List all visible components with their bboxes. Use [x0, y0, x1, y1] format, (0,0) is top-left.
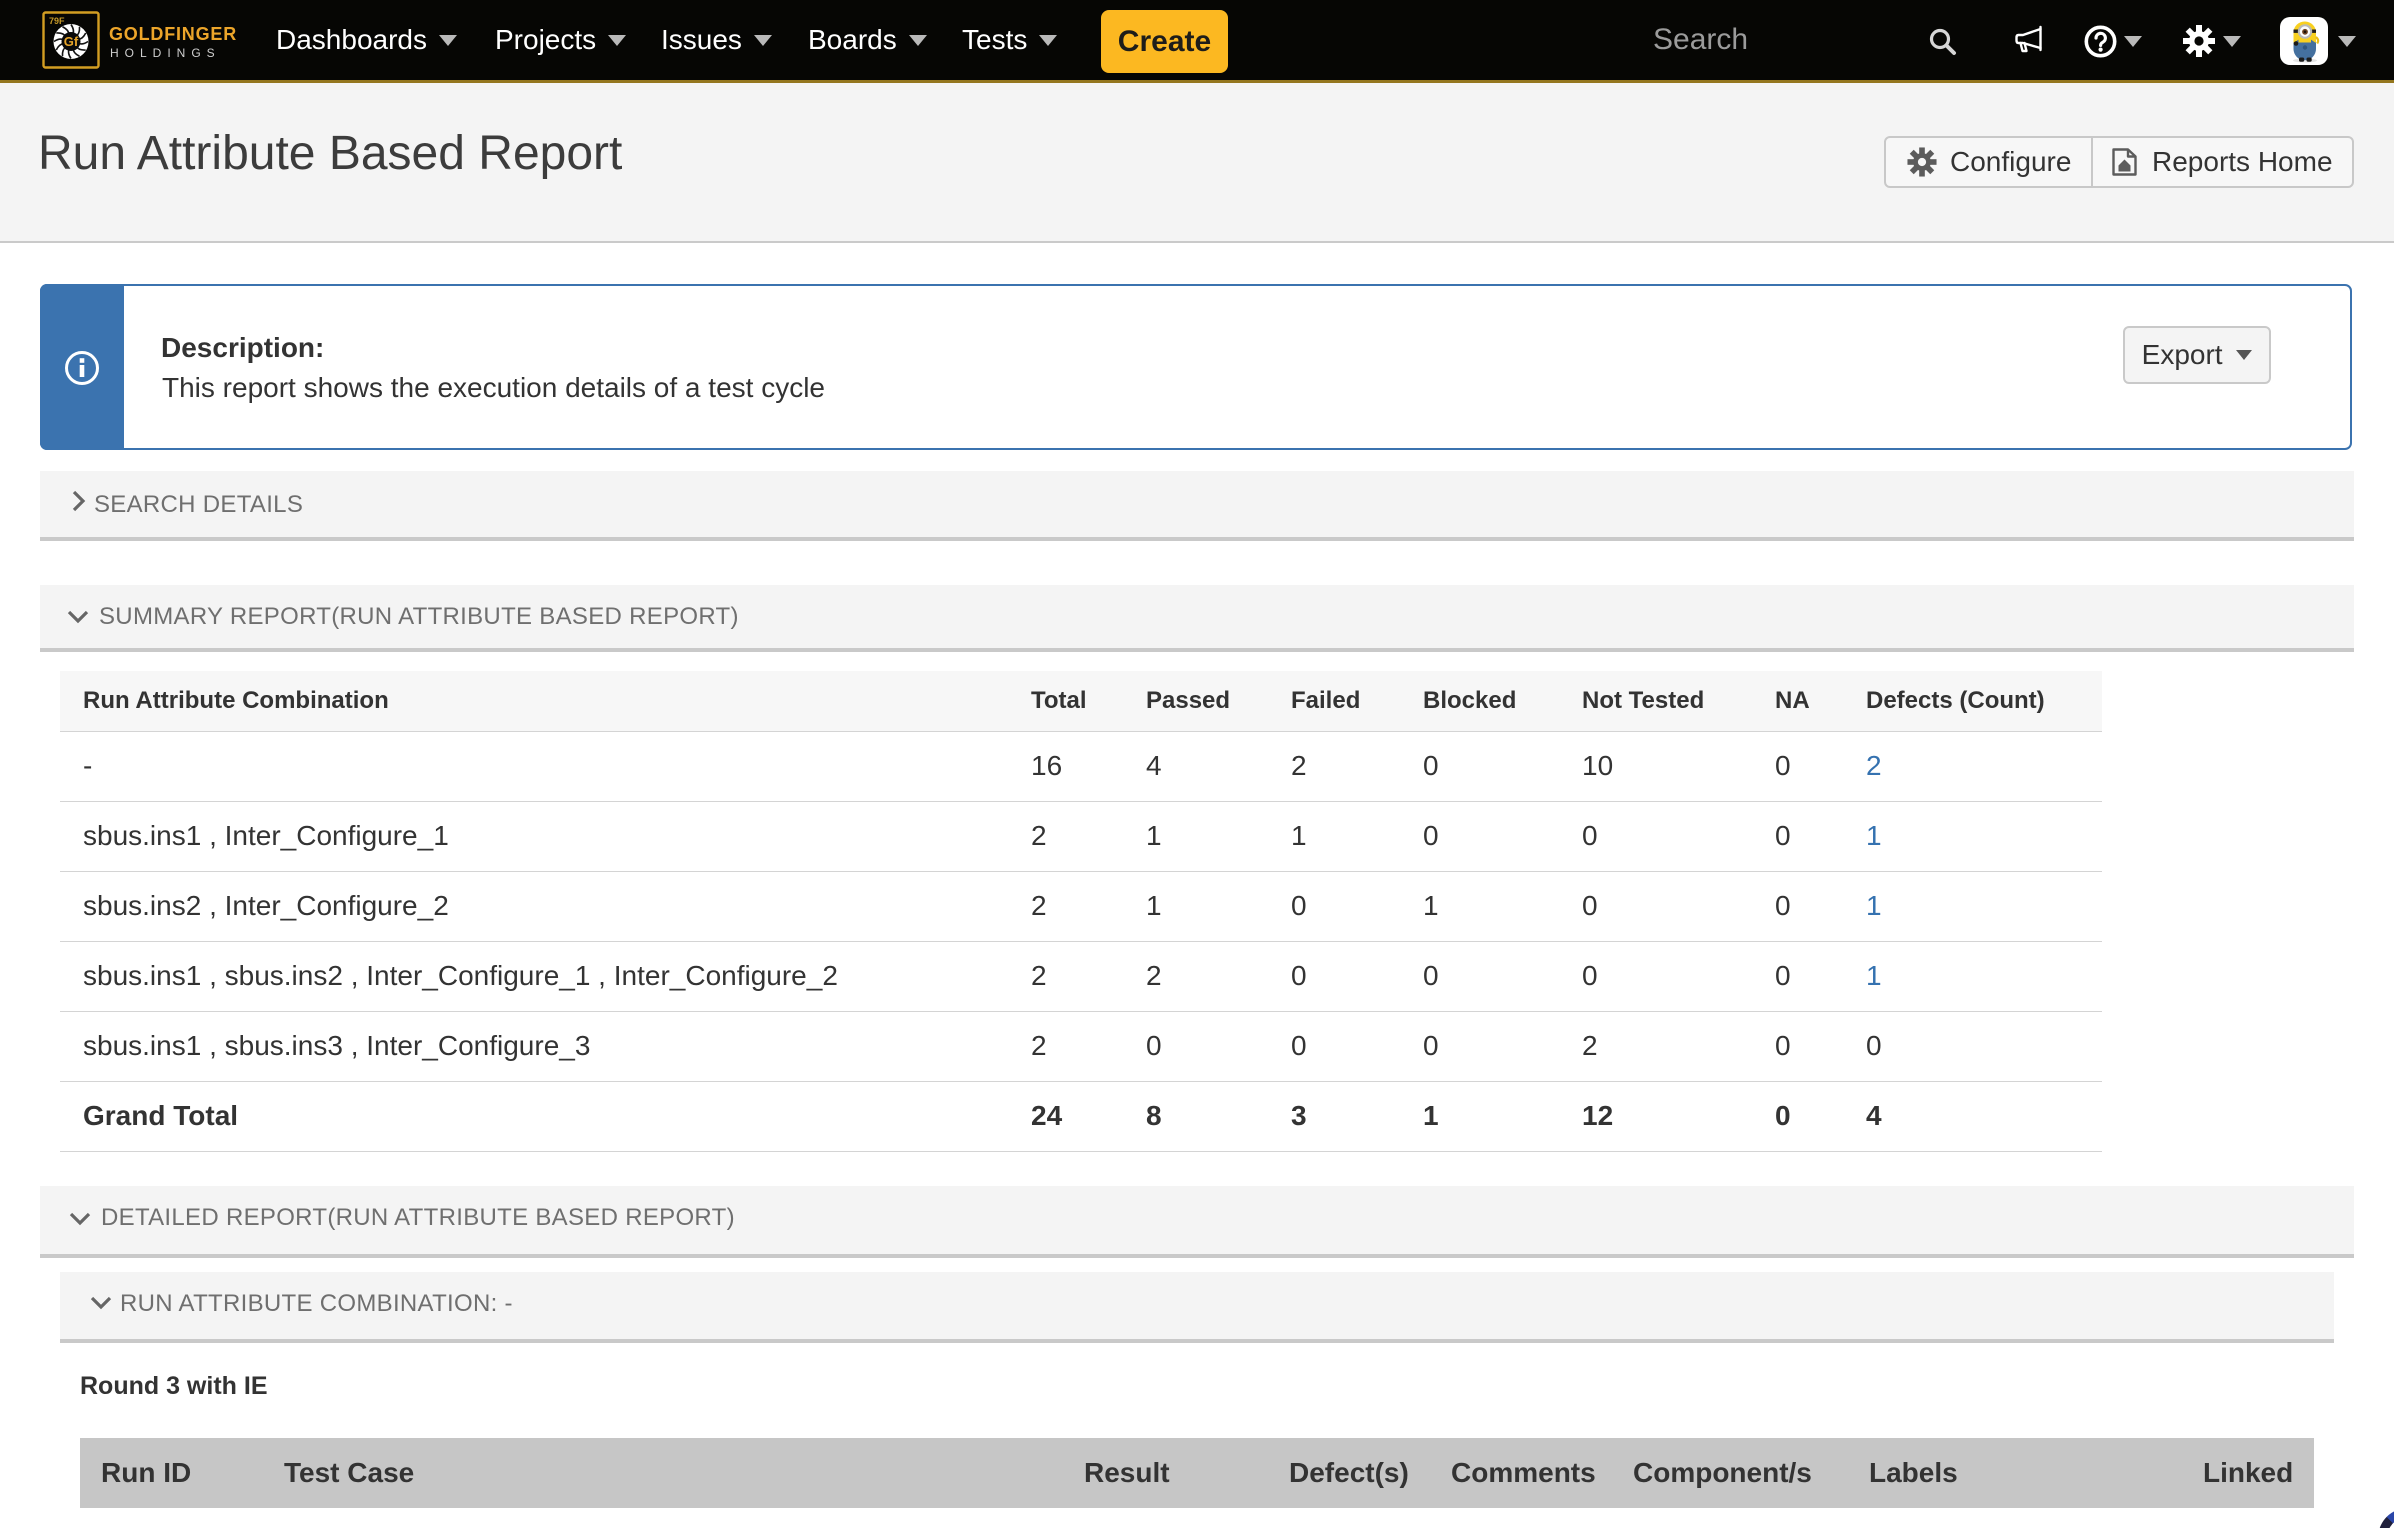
- svg-text:Gf: Gf: [64, 34, 79, 49]
- svg-text:79F: 79F: [49, 16, 65, 26]
